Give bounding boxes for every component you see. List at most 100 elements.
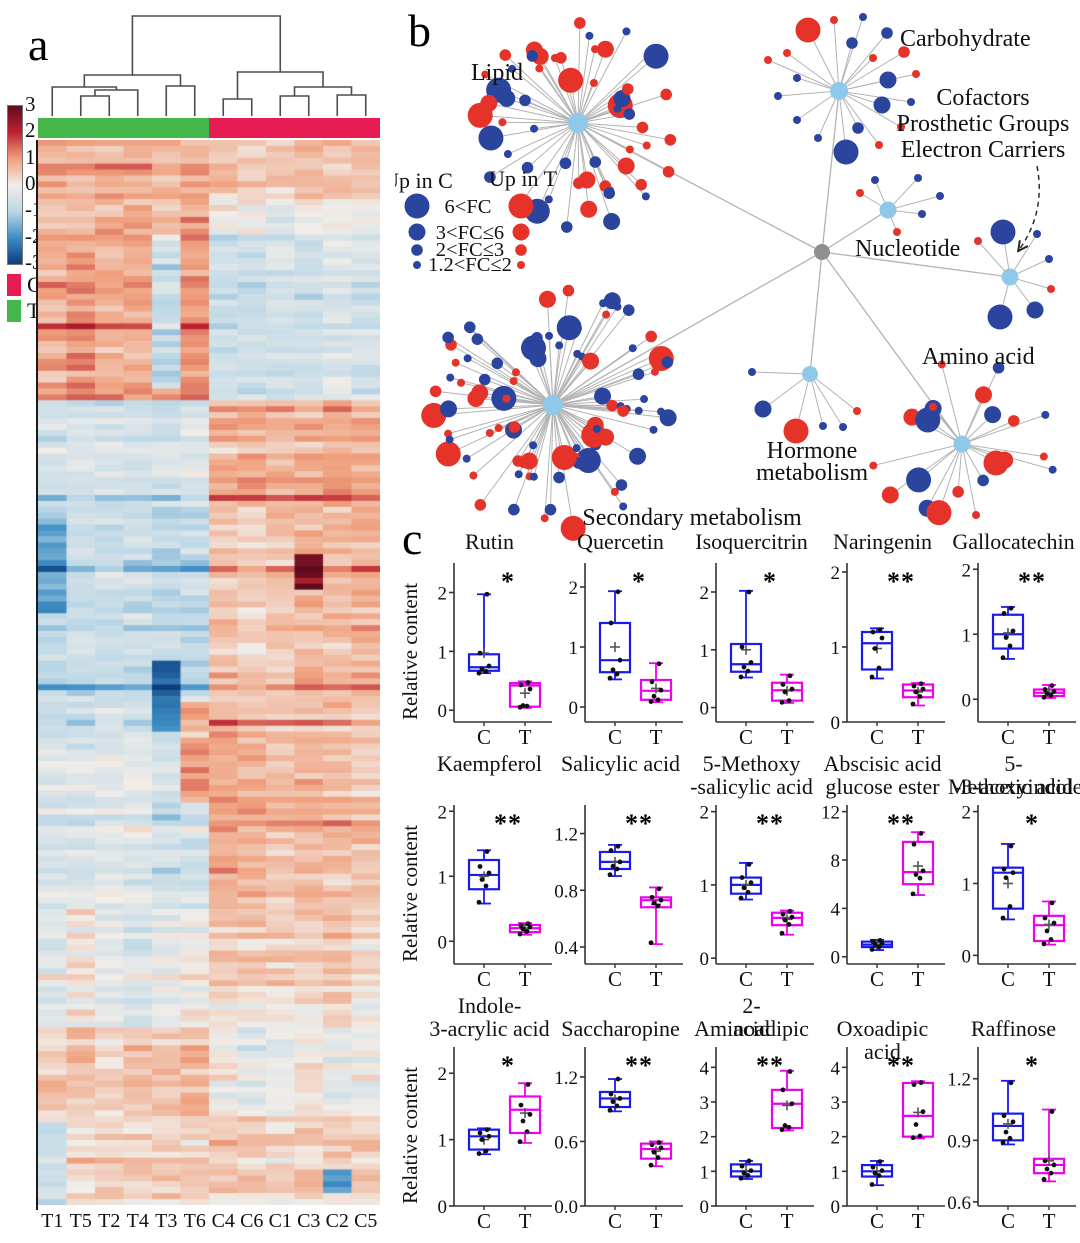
group-swatch-T [7,300,21,322]
network-edge [821,90,840,253]
data-point [527,1111,533,1117]
metabolite-node-up-in-t [972,510,981,519]
data-point [614,866,620,872]
data-point [651,1149,657,1155]
metabolite-node-up-in-t [581,422,607,448]
metabolite-node-up-in-t [499,49,512,61]
y-tick-label: 0.0 [555,1197,578,1218]
group-label-T: T [1043,967,1056,991]
network-spoke [552,327,570,406]
boxplot-title-line: -3-acetic acid [953,774,1074,799]
data-point [484,849,490,854]
network-spoke [484,379,554,406]
network-spoke [809,373,844,428]
data-point [649,1142,655,1148]
y-tick-label: 0 [569,698,579,719]
y-tick-label: 0 [962,946,972,967]
metabolite-node-up-in-c [593,424,602,433]
metabolite-node-up-in-t [625,145,634,154]
data-point [1042,915,1048,921]
boxplot-cell: Abscisic acid glucose ester 0 4 8 12 C T ** [817,752,948,999]
metabolite-node-up-in-c [879,71,897,89]
group-label-C: C [870,1209,884,1233]
panel-c-letter: c [402,513,423,564]
y-tick-label: 1 [962,625,972,646]
boxplot-5-methoxyindole-3-acetic-acid: 0 1 2 C T * [962,803,1076,991]
data-point [518,923,524,929]
y-tick-label: 2 [700,583,710,604]
metabolite-node-up-in-t [830,16,838,24]
data-point [1044,928,1050,934]
boxplot-title: Naringenin [817,530,948,556]
metabolite-node-up-in-t [578,171,596,189]
data-point [1051,920,1057,926]
boxplot-title: 5-Methoxy -salicylic acid [686,752,817,798]
data-point [787,908,793,914]
boxplot-5-methoxy-salicylic-acid: 0 1 2 C T ** [700,803,814,991]
network-spoke [511,68,579,124]
metabolite-node-up-in-c [819,422,827,430]
metabolite-node-up-in-c [514,470,523,479]
y-tick-label: 2 [831,563,841,584]
legend-bin-label: 2<FC≤3 [436,239,504,261]
boxplot-title: Salicylic acid [555,752,686,798]
data-point [745,1173,751,1178]
data-point [607,1107,613,1113]
boxplot-title: Raffinose [948,994,1079,1040]
metabolite-node-up-in-c [478,373,491,386]
network-spoke [961,367,999,445]
dendrogram-branch [94,89,139,116]
boxplot-title-line [817,994,948,1017]
metabolite-node-up-in-c [559,157,572,170]
data-point [917,1133,923,1139]
network-spoke [469,326,554,406]
data-point [1003,635,1009,640]
data-point [608,848,614,853]
column-label: T2 [98,1210,121,1232]
data-point [477,864,483,869]
boxplot-quercetin: 0 1 2 C T * [569,563,683,749]
metabolite-node-up-in-c [573,324,582,333]
network-spoke [447,337,554,406]
data-point [517,1139,523,1145]
network-spoke [577,122,647,146]
network-spoke [838,90,902,128]
metabolite-node-up-in-t [897,123,905,131]
metabolite-node-up-in-t [926,500,952,526]
metabolite-node-up-in-c [529,472,538,481]
metabolite-node-up-in-c [1041,410,1050,419]
y-tick-label: 1 [962,874,972,895]
group-label-T: T [781,967,794,991]
boxplot-title: 2-Aminoadipic acid [686,994,817,1040]
group-label-C: C [1001,725,1015,749]
metabolite-node-up-in-c [623,108,636,120]
data-point [746,589,752,595]
network-spoke [833,19,840,92]
metabolite-node-up-in-c [526,50,539,62]
data-point [656,1140,662,1145]
data-point [745,889,751,895]
legend-circle-red [512,223,530,241]
metabolite-node-up-in-t [498,118,507,127]
significance-marker: * [1025,1051,1039,1080]
boxplot-gallocatechin: 0 1 2 C T ** [962,560,1076,749]
y-tick-label: 2 [700,803,710,824]
boxplot-title: Gallocatechin [948,530,1079,556]
data-point [746,1158,752,1164]
boxplot-title-line: 5-Methoxyindole [948,751,1080,800]
metabolite-node-up-in-c [634,406,643,415]
data-point [1051,689,1057,694]
network-spoke [552,358,662,406]
column-label: T5 [69,1210,92,1232]
data-point [789,914,795,920]
metabolite-node-up-in-c [906,467,932,493]
metabolite-node-up-in-c [915,407,941,433]
data-point [655,1155,661,1160]
data-point [918,681,924,687]
data-point [1008,843,1014,849]
group-label-C: C [608,1209,622,1233]
network-spoke [488,102,579,124]
data-point [655,903,661,909]
data-point [748,660,754,665]
y-axis-label: Relative content [398,824,422,962]
